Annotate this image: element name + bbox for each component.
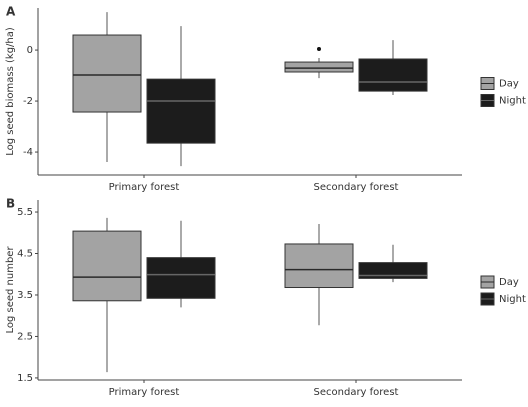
- y-tick-label: -4: [23, 147, 33, 158]
- y-tick-label: 5.5: [17, 207, 33, 218]
- y-axis-label: Log seed number: [5, 246, 16, 334]
- y-tick-label: 3.5: [17, 290, 33, 301]
- legend-label: Night: [499, 96, 526, 107]
- y-tick-label: 4.5: [17, 249, 33, 260]
- legend-label: Day: [499, 79, 519, 90]
- box: [284, 243, 354, 289]
- box: [358, 58, 428, 92]
- box: [146, 78, 216, 144]
- y-tick-label: 1.5: [17, 373, 33, 384]
- box: [284, 61, 354, 73]
- x-tick-label: Primary forest: [109, 387, 180, 398]
- box: [358, 262, 428, 279]
- panel-label: A: [6, 5, 16, 19]
- y-tick-label: 0: [27, 45, 33, 56]
- legend-label: Day: [499, 277, 519, 288]
- panel-label: B: [6, 197, 15, 211]
- legend-label: Night: [499, 294, 526, 305]
- x-tick-label: Primary forest: [109, 182, 180, 193]
- y-tick-label: 2.5: [17, 331, 33, 342]
- x-tick-label: Secondary forest: [314, 182, 399, 193]
- x-tick-label: Secondary forest: [314, 387, 399, 398]
- y-tick-label: -2: [23, 96, 33, 107]
- box: [146, 257, 216, 299]
- box: [72, 230, 142, 302]
- box: [72, 34, 142, 113]
- outlier: [317, 47, 321, 52]
- y-axis-label: Log seed biomass (kg/ha): [5, 27, 16, 156]
